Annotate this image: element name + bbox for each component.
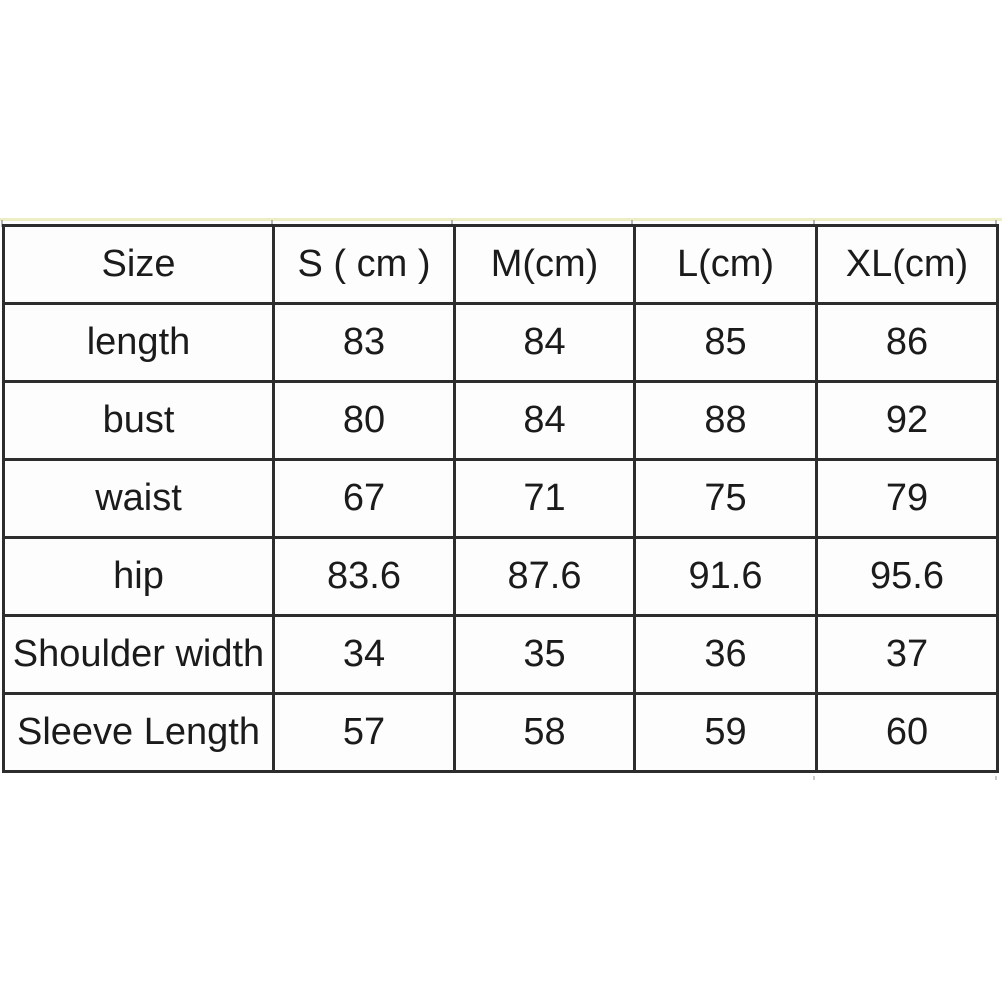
table-cell: 80 bbox=[272, 380, 456, 461]
row-label: waist bbox=[2, 458, 275, 539]
table-cell: 84 bbox=[453, 302, 636, 383]
table-cell: 79 bbox=[815, 458, 999, 539]
table-cell: 85 bbox=[633, 302, 818, 383]
table-cell: 91.6 bbox=[633, 536, 818, 617]
table-cell: 84 bbox=[453, 380, 636, 461]
gridline-tick bbox=[451, 220, 453, 227]
table-row-waist: waist 67 71 75 79 bbox=[2, 458, 999, 539]
gridline-tick bbox=[1, 220, 3, 227]
table-row-length: length 83 84 85 86 bbox=[2, 302, 999, 383]
table-cell: 75 bbox=[633, 458, 818, 539]
row-label: length bbox=[2, 302, 275, 383]
table-cell: 83.6 bbox=[272, 536, 456, 617]
size-chart-table: Size S ( cm ) M(cm) L(cm) XL(cm) length … bbox=[2, 224, 999, 773]
table-cell: 67 bbox=[272, 458, 456, 539]
table-cell: 86 bbox=[815, 302, 999, 383]
table-cell: 95.6 bbox=[815, 536, 999, 617]
table-cell: 36 bbox=[633, 614, 818, 695]
table-row-hip: hip 83.6 87.6 91.6 95.6 bbox=[2, 536, 999, 617]
table-row-bust: bust 80 84 88 92 bbox=[2, 380, 999, 461]
column-header-xl-cm: XL(cm) bbox=[815, 224, 999, 305]
table-cell: 34 bbox=[272, 614, 456, 695]
gridline-tick bbox=[271, 220, 273, 227]
table-cell: 59 bbox=[633, 692, 818, 773]
row-label: hip bbox=[2, 536, 275, 617]
gridline-tick bbox=[995, 776, 997, 780]
gridline-tick bbox=[631, 220, 633, 227]
table-cell: 87.6 bbox=[453, 536, 636, 617]
column-header-l-cm: L(cm) bbox=[633, 224, 818, 305]
gridline-tick bbox=[813, 776, 815, 780]
table-cell: 83 bbox=[272, 302, 456, 383]
table-row-shoulder-width: Shoulder width 34 35 36 37 bbox=[2, 614, 999, 695]
column-header-size: Size bbox=[2, 224, 275, 305]
gridline-tick bbox=[995, 220, 997, 227]
table-cell: 60 bbox=[815, 692, 999, 773]
column-header-s-cm: S ( cm ) bbox=[272, 224, 456, 305]
table-cell: 57 bbox=[272, 692, 456, 773]
row-label: Shoulder width bbox=[2, 614, 275, 695]
table-cell: 71 bbox=[453, 458, 636, 539]
table-cell: 37 bbox=[815, 614, 999, 695]
spreadsheet-gridline-horizontal bbox=[0, 218, 1002, 221]
row-label: Sleeve Length bbox=[2, 692, 275, 773]
gridline-tick bbox=[813, 220, 815, 227]
table-cell: 92 bbox=[815, 380, 999, 461]
column-header-m-cm: M(cm) bbox=[453, 224, 636, 305]
row-label: bust bbox=[2, 380, 275, 461]
table-cell: 58 bbox=[453, 692, 636, 773]
table-cell: 35 bbox=[453, 614, 636, 695]
table-header-row: Size S ( cm ) M(cm) L(cm) XL(cm) bbox=[2, 224, 999, 305]
table-row-sleeve-length: Sleeve Length 57 58 59 60 bbox=[2, 692, 999, 773]
table-cell: 88 bbox=[633, 380, 818, 461]
